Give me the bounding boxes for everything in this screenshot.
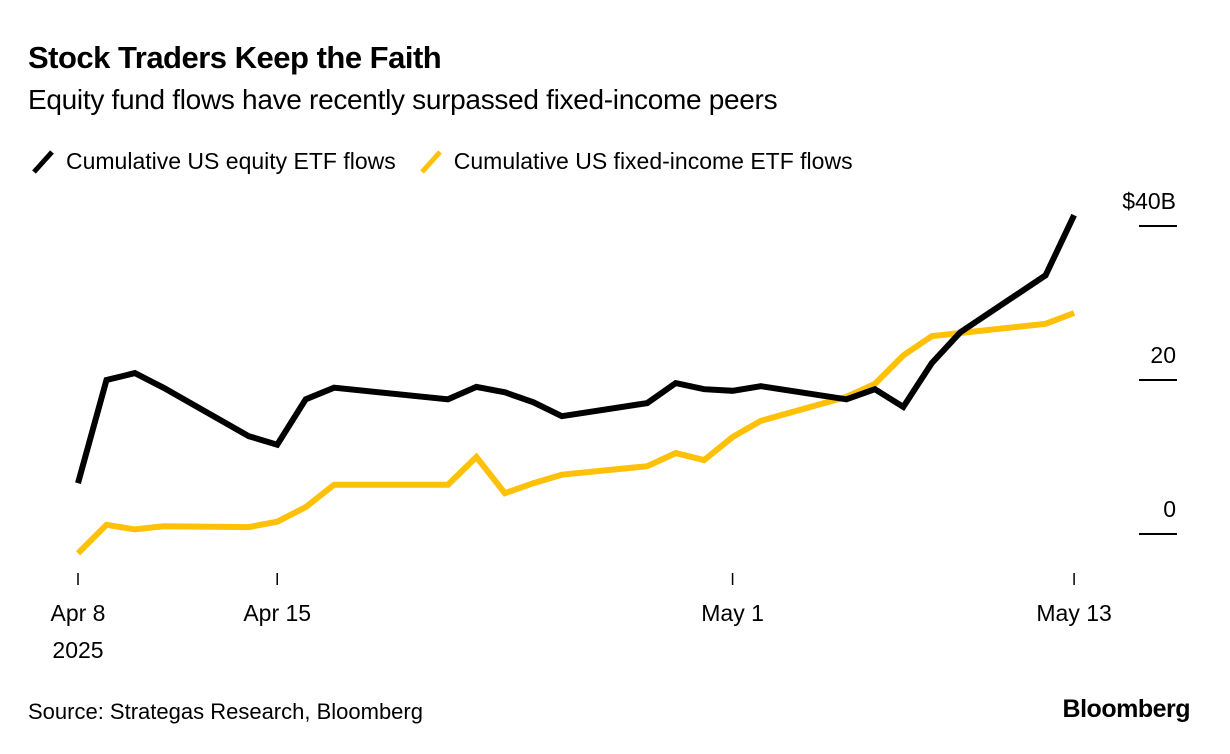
y-tick-label: 20 xyxy=(1150,342,1176,368)
y-axis: 0 20 $40B xyxy=(1122,188,1177,535)
legend-swatch-equity-icon xyxy=(32,150,54,174)
x-tick-label: May 1 xyxy=(701,600,764,626)
y-tick-label: $40B xyxy=(1122,188,1176,214)
x-tick-label: Apr 15 xyxy=(243,600,311,626)
x-tick-label: Apr 8 xyxy=(51,600,106,626)
legend-item-fixed-income: Cumulative US fixed-income ETF flows xyxy=(416,146,853,176)
legend-label-fixed-income: Cumulative US fixed-income ETF flows xyxy=(453,147,853,174)
x-tick-sublabel: 2025 xyxy=(52,637,103,663)
chart-subtitle: Equity fund flows have recently surpasse… xyxy=(28,84,778,115)
series-line-equity xyxy=(75,213,1077,484)
x-axis: Apr 8 2025 Apr 15 May 1 May 13 xyxy=(51,573,1112,663)
source-note: Source: Strategas Research, Bloomberg xyxy=(28,699,423,724)
legend-swatch-fixed-income-icon xyxy=(419,150,442,174)
legend: Cumulative US equity ETF flows Cumulativ… xyxy=(28,146,873,176)
series-line-fixed-income xyxy=(75,310,1076,556)
legend-label-equity: Cumulative US equity ETF flows xyxy=(66,147,396,174)
y-tick-label: 0 xyxy=(1163,496,1176,522)
legend-item-equity: Cumulative US equity ETF flows xyxy=(28,146,396,176)
series-group xyxy=(75,213,1077,556)
x-tick-label: May 13 xyxy=(1036,600,1111,626)
bloomberg-logo: Bloomberg xyxy=(1062,695,1191,723)
chart-title: Stock Traders Keep the Faith xyxy=(28,40,442,75)
